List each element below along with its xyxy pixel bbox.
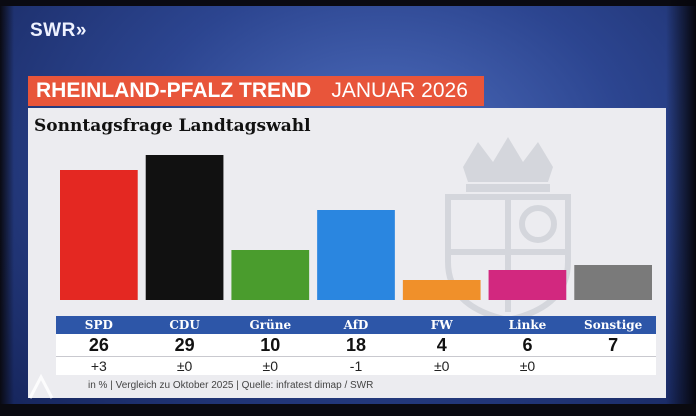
- tv-frame-left: [0, 0, 14, 416]
- tv-frame-top: [0, 0, 696, 6]
- party-label: AfD: [343, 318, 369, 332]
- bar-grüne: [231, 250, 310, 300]
- bar-fw: [402, 280, 481, 300]
- party-label: SPD: [84, 318, 113, 332]
- bar-afd: [317, 210, 395, 300]
- header-period: JANUAR 2026: [331, 79, 468, 102]
- chart-panel: Sonntagsfrage Landtagswahl SPD CDU Grüne…: [28, 108, 666, 398]
- bar-chart: [60, 155, 652, 300]
- source-note: in % | Vergleich zu Oktober 2025 | Quell…: [88, 380, 374, 391]
- value-label: 7: [608, 335, 619, 355]
- value-label: 26: [88, 335, 109, 355]
- change-label: +3: [90, 358, 107, 374]
- header-title: RHEINLAND-PFALZ TREND: [36, 79, 312, 102]
- value-label: 6: [522, 335, 533, 355]
- change-label: -1: [349, 358, 363, 374]
- swr-logo: SWR»: [30, 20, 87, 42]
- bar-cdu: [145, 155, 224, 300]
- chart-subtitle: Sonntagsfrage Landtagswahl: [34, 116, 311, 136]
- header-bar: RHEINLAND-PFALZ TREND JANUAR 2026: [28, 76, 484, 106]
- double-chevron-icon: »: [75, 20, 87, 41]
- change-label: ±0: [519, 358, 536, 374]
- tv-frame-right: [666, 0, 696, 416]
- bar-linke: [488, 270, 567, 300]
- value-label: 18: [346, 335, 367, 355]
- change-label: ±0: [262, 358, 279, 374]
- value-label: 4: [436, 335, 447, 355]
- party-label: Linke: [508, 318, 547, 332]
- change-label: ±0: [433, 358, 450, 374]
- party-label: FW: [430, 318, 453, 332]
- tv-frame-bottom: [0, 404, 696, 416]
- party-label: Sonstige: [584, 318, 643, 332]
- change-row: +3 ±0 ±0 -1 ±0 ±0: [56, 357, 656, 375]
- bar-spd: [60, 170, 138, 300]
- swr-logo-text: SWR: [30, 20, 76, 41]
- party-label-row: SPD CDU Grüne AfD FW Linke Sonstige: [56, 316, 656, 334]
- party-label: CDU: [169, 318, 200, 332]
- party-label: Grüne: [249, 318, 292, 332]
- bar-sonstige: [574, 265, 652, 300]
- change-label: [570, 357, 656, 375]
- value-label: 29: [174, 335, 195, 355]
- value-label: 10: [260, 335, 281, 355]
- value-row: 26 29 10 18 4 6 7: [56, 334, 656, 357]
- change-label: ±0: [176, 358, 193, 374]
- broadcast-corner-logo-icon: [28, 374, 54, 399]
